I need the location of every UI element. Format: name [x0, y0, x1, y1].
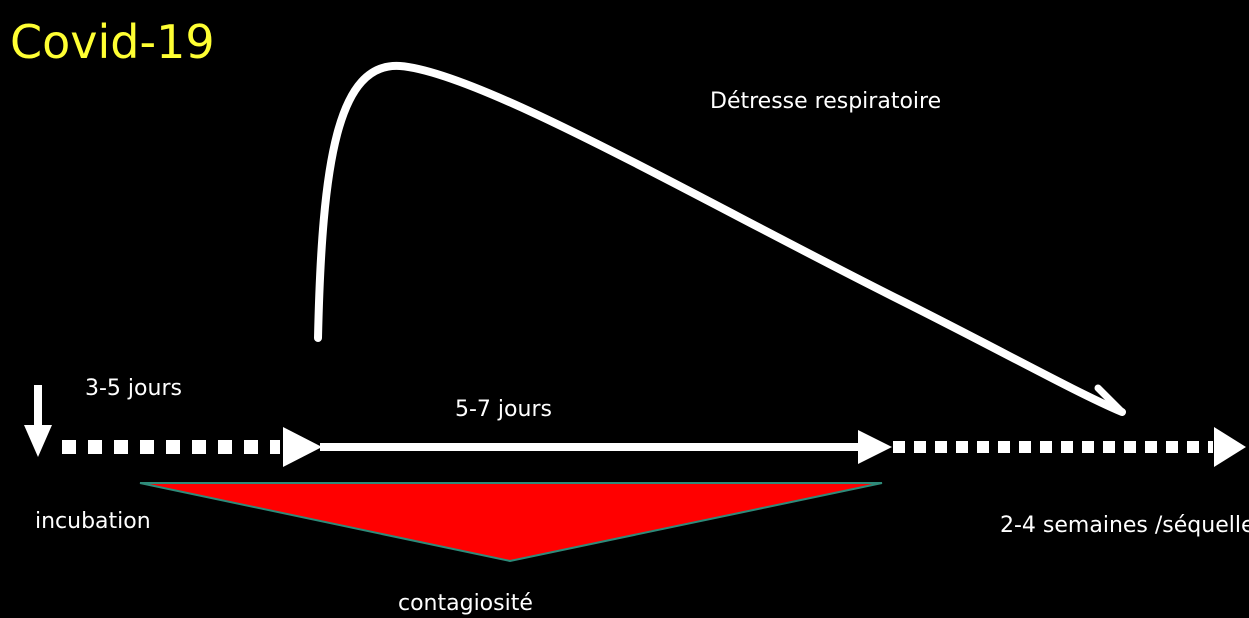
- arrow-head: [858, 430, 892, 464]
- title: Covid-19: [10, 15, 215, 69]
- start-arrow-head: [24, 425, 52, 457]
- label: incubation: [35, 509, 151, 534]
- label: Détresse respiratoire: [710, 89, 941, 114]
- label: 2-4 semaines /séquelles: [1000, 513, 1249, 538]
- curve: [314, 61, 1126, 416]
- arrow-head: [283, 427, 322, 467]
- label: contagiosité: [398, 591, 533, 616]
- curve-tip: [1094, 384, 1126, 416]
- label: 3-5 jours: [85, 376, 182, 401]
- arrow-head: [1214, 427, 1246, 467]
- label: 5-7 jours: [455, 397, 552, 422]
- contagion-triangle: [139, 482, 883, 563]
